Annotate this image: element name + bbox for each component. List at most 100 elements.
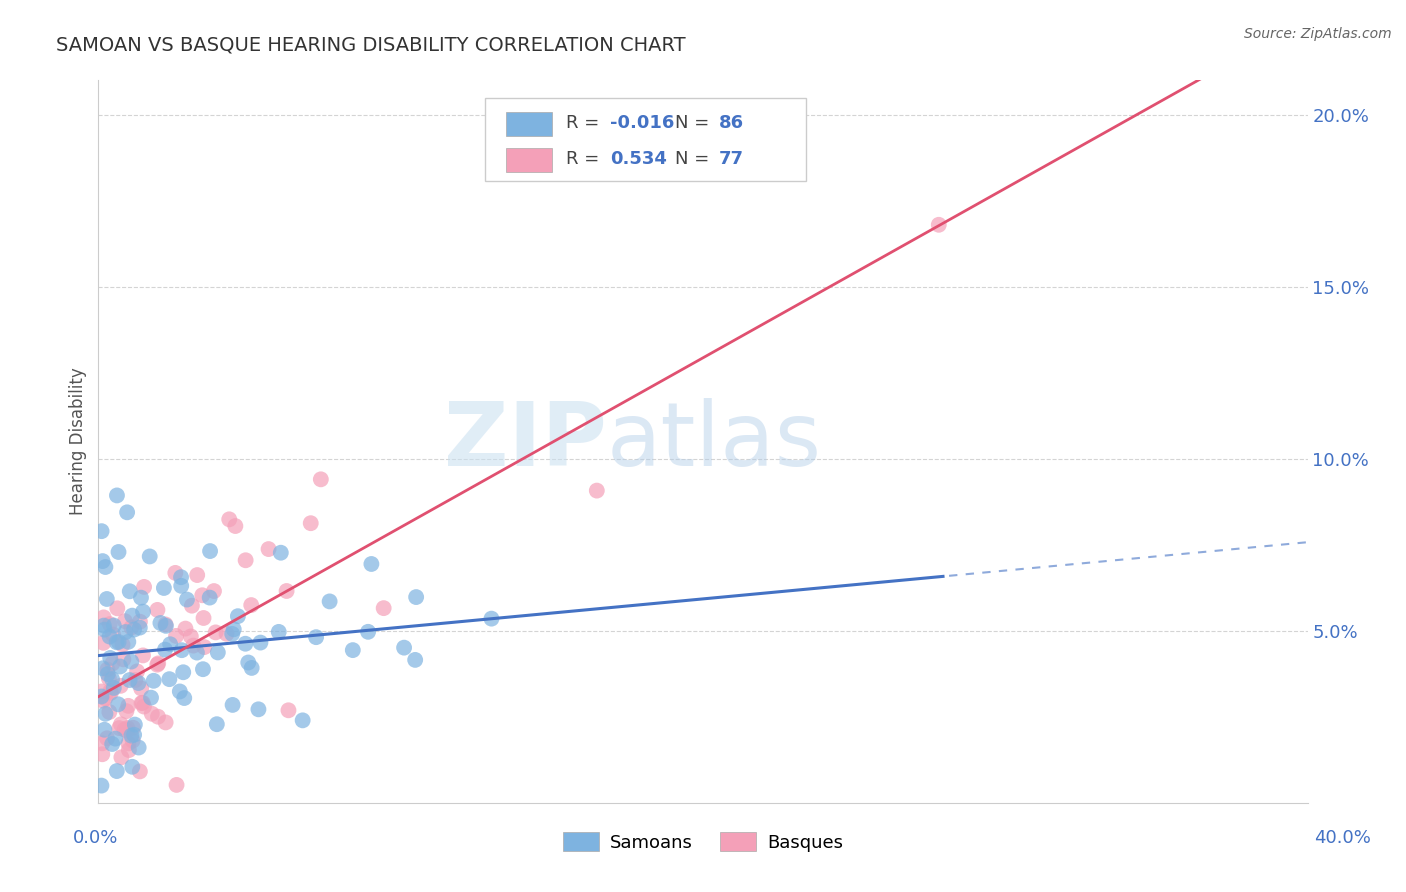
Point [238,656,260,670]
Point [114,723,136,737]
Point [108,659,131,673]
Point [117,721,139,735]
Point [180,599,202,613]
Text: 40.0%: 40.0% [1315,829,1371,847]
Point [357,624,380,639]
Point [98,705,121,719]
Point [198,544,221,558]
Point [112,652,135,666]
Text: 0.534: 0.534 [610,150,666,168]
Point [91,747,114,762]
Point [405,590,427,604]
Point [183,639,205,653]
Point [104,731,127,746]
FancyBboxPatch shape [506,112,551,136]
Point [170,643,193,657]
Point [120,729,142,743]
Point [117,736,139,750]
Point [240,661,263,675]
Point [277,703,299,717]
Point [928,218,950,232]
Text: 77: 77 [718,150,744,168]
Point [93,610,115,624]
Point [146,603,169,617]
Point [404,653,426,667]
Point [121,733,143,747]
Point [153,581,176,595]
Point [101,737,124,751]
Point [96,663,118,677]
Point [170,570,193,584]
Point [97,667,120,681]
Point [153,642,176,657]
Point [118,584,141,599]
Point [174,622,197,636]
Point [198,591,221,605]
Point [155,619,177,633]
Point [202,584,225,599]
Point [240,598,263,612]
Point [91,736,114,750]
Point [299,516,322,531]
Point [105,764,128,778]
Point [139,690,162,705]
Point [267,624,290,639]
Point [224,519,246,533]
Point [132,648,155,663]
Point [131,696,153,710]
Point [172,665,194,680]
Point [131,696,153,710]
Point [373,601,395,615]
Point [121,608,143,623]
Point [91,694,114,708]
Point [107,545,129,559]
Text: R =: R = [567,150,606,168]
Point [159,637,181,651]
Point [118,743,141,757]
Point [132,580,155,594]
Point [101,672,124,686]
Point [166,778,188,792]
Point [149,615,172,630]
Point [276,584,298,599]
Point [191,662,214,676]
Point [122,728,145,742]
Point [118,673,141,687]
Point [165,566,187,580]
Text: atlas: atlas [606,398,821,485]
Point [93,723,115,737]
Text: Source: ZipAtlas.com: Source: ZipAtlas.com [1244,27,1392,41]
Text: R =: R = [567,114,606,132]
Point [94,706,117,721]
Point [235,553,257,567]
Point [105,635,128,649]
Point [148,657,170,671]
Point [176,592,198,607]
Text: N =: N = [675,150,716,168]
Point [138,549,160,564]
Point [186,568,208,582]
Point [98,630,121,644]
Text: ZIP: ZIP [443,398,606,485]
Point [193,640,215,654]
Point [142,673,165,688]
Point [103,681,125,695]
Point [117,635,139,649]
Point [98,651,121,665]
Point [129,681,152,696]
Point [107,635,129,649]
Point [110,750,132,764]
Point [132,699,155,714]
Point [108,721,131,735]
Point [96,731,118,746]
Point [186,646,208,660]
Point [91,661,114,675]
Point [110,717,132,731]
Point [157,672,180,686]
Point [173,691,195,706]
Point [90,779,112,793]
Point [257,542,280,557]
Point [93,618,115,632]
Point [170,579,193,593]
Point [305,630,328,644]
